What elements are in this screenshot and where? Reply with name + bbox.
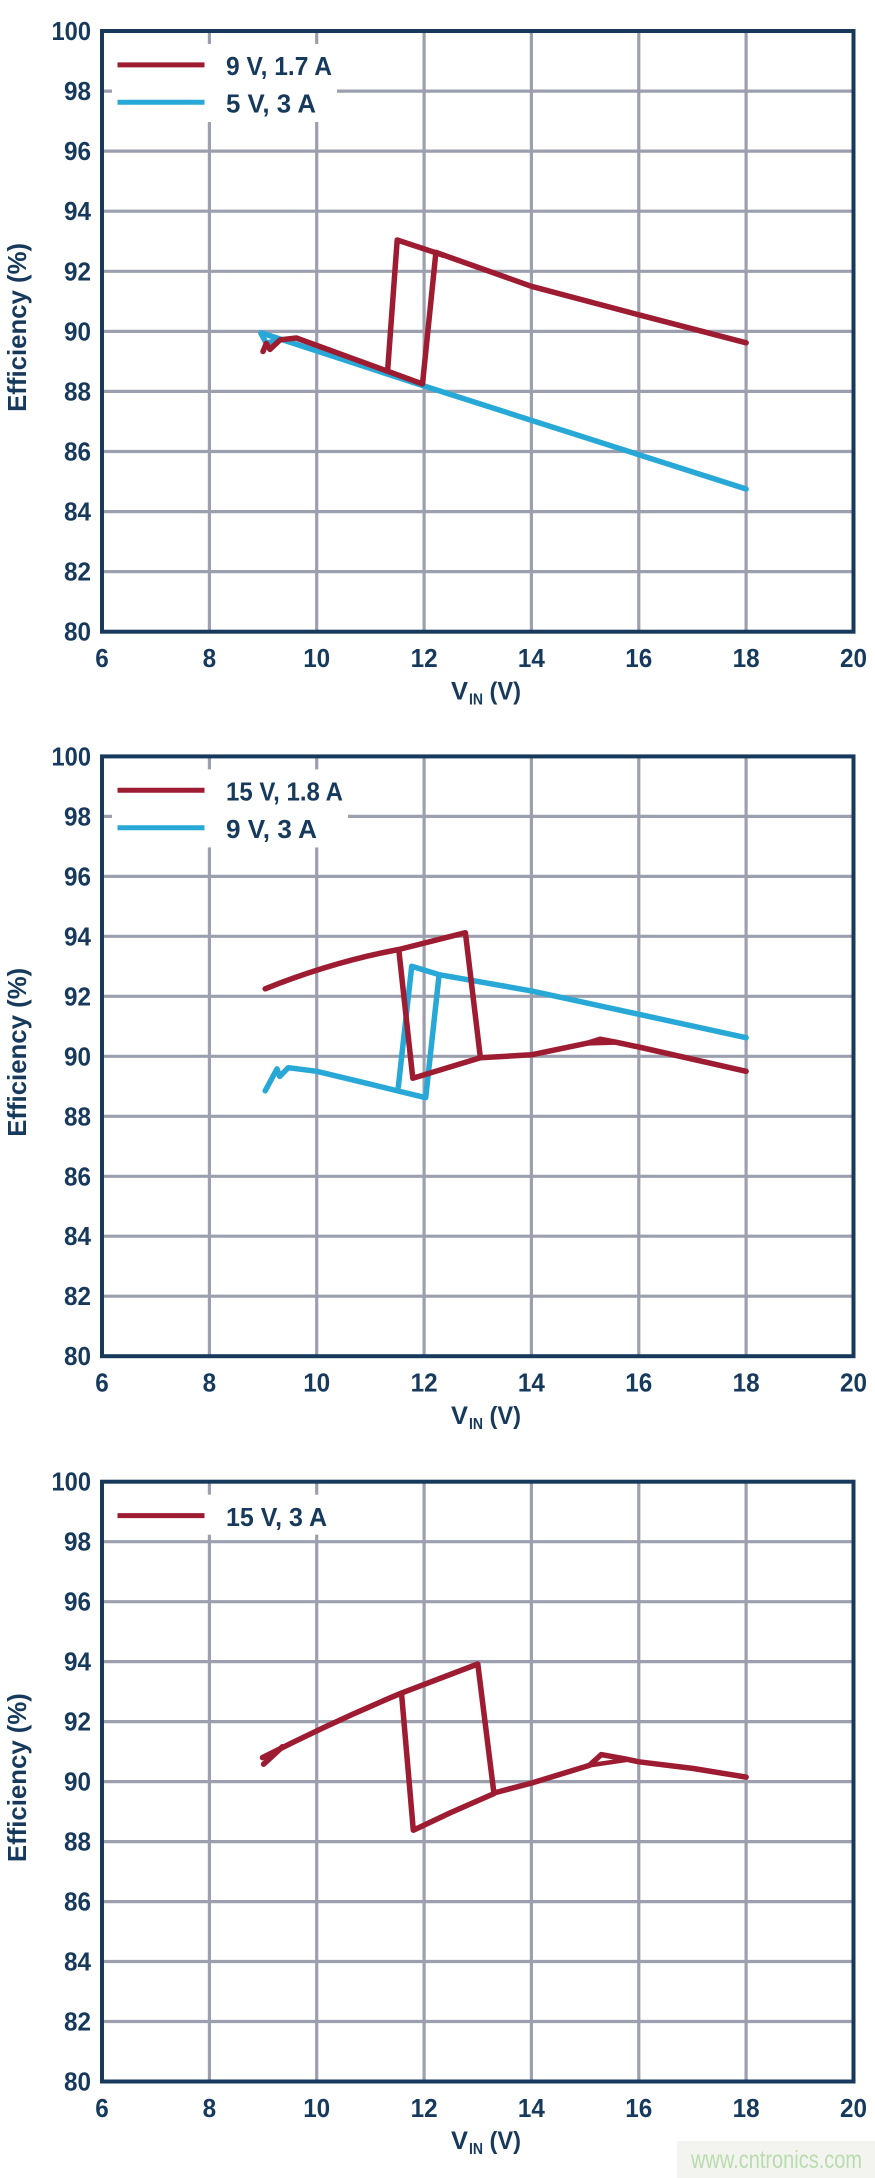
svg-text:www.cntronics.com: www.cntronics.com	[690, 2146, 862, 2174]
svg-text:(V): (V)	[490, 677, 522, 705]
svg-text:90: 90	[64, 1767, 91, 1797]
svg-text:92: 92	[64, 981, 91, 1011]
svg-text:88: 88	[64, 1101, 91, 1131]
svg-text:92: 92	[64, 256, 91, 286]
svg-text:Efficiency (%): Efficiency (%)	[2, 243, 32, 412]
svg-text:92: 92	[64, 1707, 91, 1737]
svg-text:IN: IN	[469, 2141, 483, 2158]
svg-text:(V): (V)	[490, 1402, 522, 1430]
svg-text:12: 12	[411, 1368, 438, 1398]
svg-text:14: 14	[518, 2093, 546, 2123]
svg-text:88: 88	[64, 376, 91, 406]
svg-text:86: 86	[64, 1887, 91, 1917]
svg-text:100: 100	[52, 16, 92, 46]
svg-text:Efficiency (%): Efficiency (%)	[2, 1693, 32, 1862]
svg-text:90: 90	[64, 316, 91, 346]
svg-text:84: 84	[64, 1947, 92, 1977]
svg-text:82: 82	[64, 2007, 91, 2037]
svg-text:10: 10	[303, 643, 330, 673]
svg-text:20: 20	[840, 1368, 867, 1398]
svg-text:10: 10	[303, 1368, 330, 1398]
svg-text:80: 80	[64, 2067, 91, 2097]
svg-text:8: 8	[203, 1368, 217, 1398]
svg-text:90: 90	[64, 1041, 91, 1071]
svg-text:98: 98	[64, 76, 91, 106]
svg-text:84: 84	[64, 497, 92, 527]
svg-text:100: 100	[52, 1467, 92, 1497]
svg-text:82: 82	[64, 1281, 91, 1311]
svg-text:84: 84	[64, 1221, 92, 1251]
svg-text:98: 98	[64, 1527, 91, 1557]
svg-text:94: 94	[64, 1647, 92, 1677]
svg-text:18: 18	[733, 1368, 760, 1398]
svg-text:Efficiency (%): Efficiency (%)	[2, 968, 32, 1137]
svg-text:V: V	[451, 1402, 468, 1430]
svg-text:8: 8	[203, 643, 217, 673]
svg-text:15 V, 3 A: 15 V, 3 A	[226, 1502, 327, 1532]
svg-text:V: V	[451, 677, 468, 705]
svg-text:14: 14	[518, 1368, 546, 1398]
svg-text:IN: IN	[469, 1416, 483, 1433]
svg-text:12: 12	[411, 643, 438, 673]
svg-text:96: 96	[64, 1587, 91, 1617]
svg-text:(V): (V)	[490, 2127, 522, 2155]
svg-text:100: 100	[52, 741, 92, 771]
svg-text:6: 6	[95, 1368, 109, 1398]
svg-text:86: 86	[64, 1161, 91, 1191]
svg-text:14: 14	[518, 643, 546, 673]
svg-text:98: 98	[64, 801, 91, 831]
svg-text:16: 16	[625, 1368, 652, 1398]
svg-text:96: 96	[64, 861, 91, 891]
svg-text:96: 96	[64, 136, 91, 166]
svg-text:94: 94	[64, 921, 92, 951]
svg-text:16: 16	[625, 643, 652, 673]
svg-text:18: 18	[733, 2093, 760, 2123]
svg-text:15 V, 1.8 A: 15 V, 1.8 A	[226, 777, 343, 807]
svg-text:18: 18	[733, 643, 760, 673]
svg-text:12: 12	[411, 2093, 438, 2123]
svg-text:94: 94	[64, 196, 92, 226]
svg-text:20: 20	[840, 643, 867, 673]
svg-text:5 V, 3 A: 5 V, 3 A	[226, 88, 316, 118]
svg-text:82: 82	[64, 557, 91, 587]
svg-text:80: 80	[64, 617, 91, 647]
svg-text:IN: IN	[469, 691, 483, 708]
svg-text:88: 88	[64, 1827, 91, 1857]
svg-text:10: 10	[303, 2093, 330, 2123]
svg-text:6: 6	[95, 643, 109, 673]
svg-text:20: 20	[840, 2093, 867, 2123]
svg-text:V: V	[451, 2127, 468, 2155]
svg-text:86: 86	[64, 437, 91, 467]
svg-text:16: 16	[625, 2093, 652, 2123]
svg-text:80: 80	[64, 1341, 91, 1371]
svg-text:9 V, 1.7 A: 9 V, 1.7 A	[226, 51, 332, 81]
svg-text:9 V, 3 A: 9 V, 3 A	[226, 814, 317, 844]
svg-text:8: 8	[203, 2093, 217, 2123]
svg-text:6: 6	[95, 2093, 109, 2123]
